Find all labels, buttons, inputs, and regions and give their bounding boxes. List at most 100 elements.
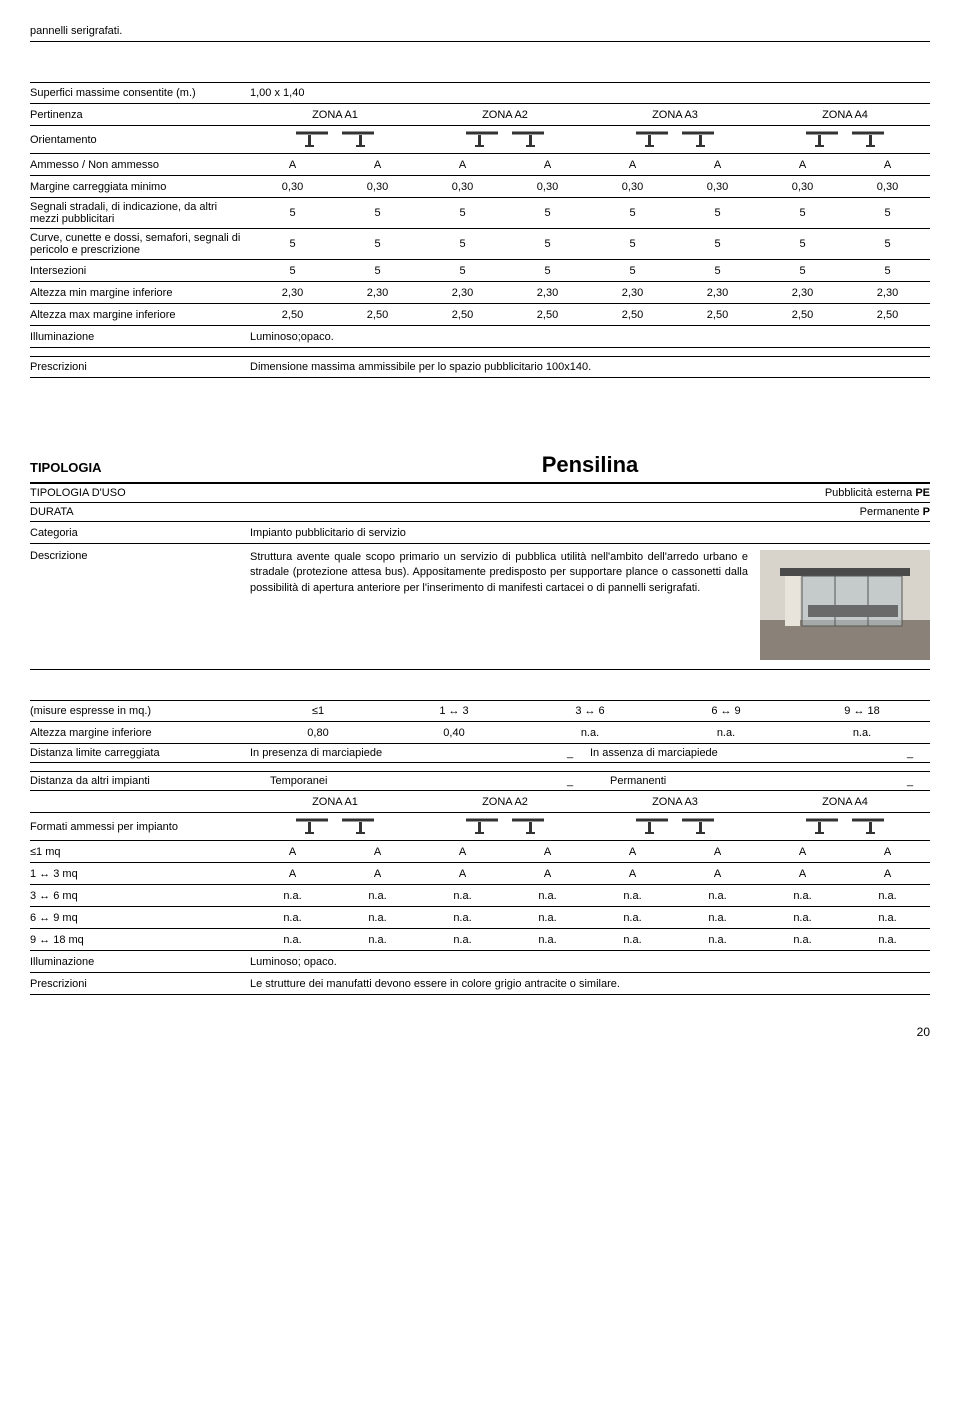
cell: 2,50 — [250, 309, 335, 321]
tipo-uso-value: Pubblicità esterna PE — [825, 487, 930, 499]
tipologia-value: Pensilina — [250, 452, 930, 478]
cell: 5 — [420, 265, 505, 277]
cell: 2,50 — [420, 309, 505, 321]
orientation-icon — [634, 816, 716, 834]
cell: 5 — [420, 238, 505, 250]
cell: n.a. — [675, 934, 760, 946]
cell: A — [760, 846, 845, 858]
cell: n.a. — [420, 934, 505, 946]
row-label: Intersezioni — [30, 265, 250, 277]
cell: n.a. — [590, 934, 675, 946]
cell: A — [845, 846, 930, 858]
cell: 5 — [505, 207, 590, 219]
zone-a2: ZONA A2 — [420, 796, 590, 808]
cell: 0,30 — [760, 181, 845, 193]
descrizione-label: Descrizione — [30, 550, 250, 663]
altezza-cell: 0,80 — [250, 727, 386, 739]
cell: 2,30 — [250, 287, 335, 299]
cell: n.a. — [675, 890, 760, 902]
cell: A — [250, 159, 335, 171]
prescrizioni-row-2: Prescrizioni Le strutture dei manufatti … — [30, 973, 930, 995]
top-note: pannelli serigrafati. — [30, 25, 250, 37]
data-row: Segnali stradali, di indicazione, da alt… — [30, 198, 930, 229]
zone-a4: ZONA A4 — [760, 796, 930, 808]
illuminazione-row: Illuminazione Luminoso;opaco. — [30, 326, 930, 348]
cell: 0,30 — [250, 181, 335, 193]
row-label: Curve, cunette e dossi, semafori, segnal… — [30, 232, 250, 256]
size-row-label: 6 ↔ 9 mq — [30, 912, 250, 924]
cell: 0,30 — [420, 181, 505, 193]
descrizione-text: Struttura avente quale scopo primario un… — [250, 550, 760, 663]
cell: 0,30 — [675, 181, 760, 193]
size-row-label: ≤1 mq — [30, 846, 250, 858]
cell: 2,50 — [505, 309, 590, 321]
altezza-cell: n.a. — [522, 727, 658, 739]
prescrizioni-label: Prescrizioni — [30, 361, 250, 373]
cell: A — [590, 868, 675, 880]
cell: 5 — [760, 207, 845, 219]
cell: 2,50 — [845, 309, 930, 321]
cell: 2,30 — [590, 287, 675, 299]
data-row: Ammesso / Non ammessoAAAAAAAA — [30, 154, 930, 176]
formati-label: Formati ammessi per impianto — [30, 821, 250, 833]
superfici-label: Superfici massime consentite (m.) — [30, 87, 250, 99]
cell: n.a. — [420, 912, 505, 924]
size-row-label: 9 ↔ 18 mq — [30, 934, 250, 946]
zone-row-2: ZONA A1 ZONA A2 ZONA A3 ZONA A4 — [30, 791, 930, 813]
misure-col: 6 ↔ 9 — [658, 705, 794, 717]
cell: 2,30 — [760, 287, 845, 299]
top-note-row: pannelli serigrafati. — [30, 20, 930, 42]
distanza-altri-label: Distanza da altri impianti — [30, 775, 250, 787]
row-label: Altezza min margine inferiore — [30, 287, 250, 299]
cell: 5 — [675, 238, 760, 250]
data-row: Intersezioni55555555 — [30, 260, 930, 282]
permanenti-label: Permanenti — [590, 775, 890, 787]
cell: A — [505, 868, 590, 880]
cell: n.a. — [760, 890, 845, 902]
cell: A — [590, 846, 675, 858]
cell: n.a. — [845, 890, 930, 902]
cell: A — [335, 846, 420, 858]
cell: n.a. — [250, 890, 335, 902]
orientation-icon — [294, 816, 376, 834]
cell: 5 — [590, 238, 675, 250]
orientation-icon — [464, 129, 546, 147]
cell: A — [675, 868, 760, 880]
misure-col: 3 ↔ 6 — [522, 705, 658, 717]
cell: A — [760, 159, 845, 171]
cell: A — [335, 159, 420, 171]
cell: n.a. — [420, 890, 505, 902]
cell: n.a. — [845, 912, 930, 924]
cell: 5 — [250, 238, 335, 250]
cell: 0,30 — [590, 181, 675, 193]
row-label: Margine carreggiata minimo — [30, 181, 250, 193]
temporanei-label: Temporanei — [250, 775, 550, 787]
size-row: ≤1 mqAAAAAAAA — [30, 841, 930, 863]
cell: 5 — [590, 265, 675, 277]
cell: n.a. — [675, 912, 760, 924]
assenza-label: In assenza di marciapiede — [590, 747, 890, 759]
data-row: Curve, cunette e dossi, semafori, segnal… — [30, 229, 930, 260]
zone-a2: ZONA A2 — [420, 109, 590, 121]
cell: 2,50 — [335, 309, 420, 321]
cell: 5 — [675, 265, 760, 277]
orientamento-label: Orientamento — [30, 134, 250, 146]
orientation-icon — [464, 816, 546, 834]
cell: 5 — [250, 207, 335, 219]
zone-a3: ZONA A3 — [590, 796, 760, 808]
categoria-label: Categoria — [30, 527, 250, 539]
superfici-value: 1,00 x 1,40 — [250, 87, 930, 99]
cell: 5 — [675, 207, 760, 219]
prescrizioni-label: Prescrizioni — [30, 978, 250, 990]
illuminazione-label: Illuminazione — [30, 331, 250, 343]
cell: 5 — [335, 265, 420, 277]
prescrizioni-value: Dimensione massima ammissibile per lo sp… — [250, 361, 930, 373]
cell: A — [675, 846, 760, 858]
durata-label: DURATA — [30, 506, 250, 518]
cell: A — [250, 846, 335, 858]
cell: A — [250, 868, 335, 880]
dash: _ — [550, 775, 590, 787]
formati-row: Formati ammessi per impianto — [30, 813, 930, 841]
cell: 5 — [420, 207, 505, 219]
tipo-uso-label: TIPOLOGIA D'USO — [30, 487, 250, 499]
